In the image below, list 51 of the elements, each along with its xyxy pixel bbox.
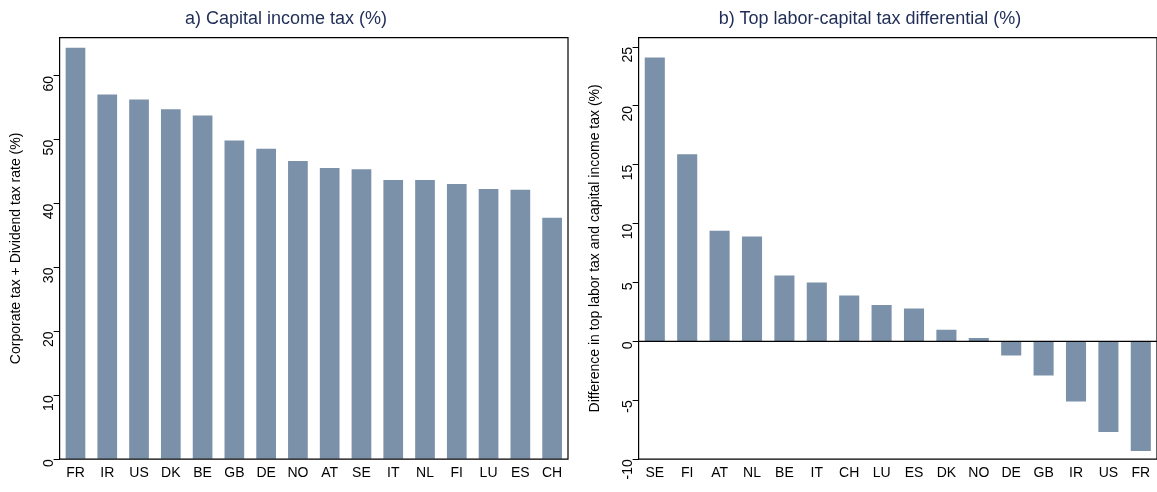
y-tick-label: 10 [619, 223, 636, 240]
x-tick-label: GB [224, 464, 245, 481]
y-tick-label: 25 [619, 46, 636, 63]
x-tick-label: NL [743, 464, 762, 481]
y-tick-label: 20 [619, 105, 636, 122]
y-tick-label: 20 [40, 331, 57, 348]
y-tick-label: 10 [40, 395, 57, 411]
x-tick-label: BE [193, 464, 212, 481]
x-tick-label: DE [256, 464, 276, 481]
y-tick-label: 0 [619, 341, 636, 350]
x-tick-label: SE [352, 464, 371, 481]
y-tick-label: -10 [619, 458, 636, 480]
x-tick-label: DK [161, 464, 182, 481]
x-tick-label: IT [387, 464, 400, 481]
x-tick-label: DE [1001, 464, 1021, 481]
x-tick-label: US [1098, 464, 1119, 481]
x-tick-label: GB [1033, 464, 1054, 481]
x-tick-label: BE [775, 464, 794, 481]
y-tick-label: 50 [40, 139, 57, 156]
x-tick-label: DK [936, 464, 957, 481]
x-tick-label: NO [287, 464, 309, 481]
x-tick-label: SE [645, 464, 665, 481]
y-axis-title: Corporate tax + Dividend tax rate (%) [7, 132, 24, 365]
x-tick-label: ES [510, 464, 530, 481]
x-tick-label: FR [66, 464, 85, 481]
y-tick-label: 30 [40, 267, 57, 284]
x-tick-label: LU [479, 464, 498, 481]
x-tick-label: US [129, 464, 149, 481]
chart-title: a) Capital income tax (%) [184, 7, 388, 28]
y-tick-label: 60 [40, 75, 57, 92]
x-tick-label: FI [450, 464, 464, 481]
x-tick-label: CH [839, 464, 860, 481]
y-tick-label: 0 [40, 459, 57, 467]
x-tick-label: FR [1131, 464, 1151, 481]
x-tick-label: AT [321, 464, 339, 481]
x-tick-label: NL [416, 464, 435, 481]
x-tick-label: IR [100, 464, 115, 481]
x-tick-label: IT [810, 464, 824, 481]
x-tick-label: CH [542, 464, 563, 481]
x-tick-label: FI [680, 464, 694, 481]
y-tick-label: 15 [619, 164, 636, 181]
x-tick-label: IR [1069, 464, 1083, 481]
y-axis-title: Difference in top labor tax and capital income tax (%) [586, 84, 603, 413]
chart-title: b) Top labor-capital tax differential (%) [718, 7, 1022, 28]
x-tick-label: NO [968, 464, 990, 481]
y-tick-label: 5 [619, 282, 636, 291]
x-tick-label: AT [711, 464, 729, 481]
x-tick-label: ES [904, 464, 924, 481]
y-tick-label: 40 [40, 203, 57, 220]
y-tick-label: -5 [619, 400, 636, 413]
x-tick-label: LU [872, 464, 891, 481]
